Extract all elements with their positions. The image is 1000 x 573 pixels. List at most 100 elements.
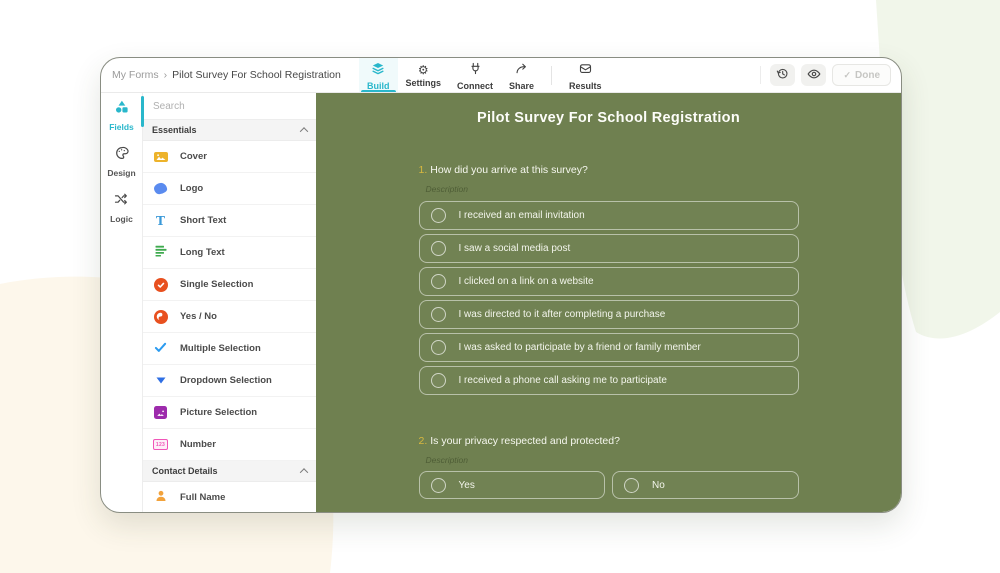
form-title[interactable]: Pilot Survey For School Registration bbox=[477, 110, 740, 126]
check-icon: ✓ bbox=[843, 69, 851, 80]
window-body: Fields Design bbox=[101, 93, 901, 512]
option-phone-call[interactable]: I received a phone call asking me to par… bbox=[418, 366, 799, 395]
tab-share-label: Share bbox=[509, 80, 535, 91]
rail-item-fields[interactable]: Fields bbox=[109, 100, 134, 132]
actions-divider bbox=[760, 66, 762, 84]
radio-icon[interactable] bbox=[430, 307, 446, 322]
section-essentials[interactable]: Essentials bbox=[143, 120, 316, 141]
inbox-icon bbox=[579, 62, 592, 80]
field-item-cover[interactable]: Cover bbox=[143, 141, 316, 173]
tab-connect-label: Connect bbox=[457, 80, 494, 91]
breadcrumb-current-form: Pilot Survey For School Registration bbox=[172, 69, 341, 81]
field-item-dropdown-selection[interactable]: Dropdown Selection bbox=[143, 365, 316, 397]
yes-no-icon bbox=[153, 309, 168, 324]
left-rail: Fields Design bbox=[101, 93, 144, 512]
main-tabs: Build ⚙ Settings Connect bbox=[359, 58, 610, 92]
option-social-media-post[interactable]: I saw a social media post bbox=[418, 234, 799, 263]
question-1-options: I received an email invitation I saw a s… bbox=[418, 201, 799, 395]
number-icon: 123 bbox=[153, 439, 168, 450]
field-item-long-text[interactable]: Long Text bbox=[143, 237, 316, 269]
field-item-logo[interactable]: Logo bbox=[143, 173, 316, 205]
tab-results-label: Results bbox=[569, 80, 602, 91]
question-1-number: 1. bbox=[418, 164, 428, 176]
option-yes[interactable]: Yes bbox=[418, 471, 605, 499]
history-undo-icon bbox=[776, 67, 789, 83]
tab-settings[interactable]: ⚙ Settings bbox=[398, 58, 450, 92]
chevron-up-icon bbox=[299, 127, 309, 136]
radio-icon[interactable] bbox=[624, 477, 639, 493]
radio-icon[interactable] bbox=[430, 274, 446, 289]
option-friend-or-family[interactable]: I was asked to participate by a friend o… bbox=[418, 333, 799, 362]
option-email-invitation[interactable]: I received an email invitation bbox=[418, 201, 799, 230]
active-tab-underline bbox=[361, 89, 396, 92]
form-canvas: Pilot Survey For School Registration 1. H… bbox=[316, 93, 901, 512]
option-link-on-website[interactable]: I clicked on a link on a website bbox=[418, 267, 799, 296]
question-2-options: Yes No bbox=[418, 471, 799, 499]
rail-logic-label: Logic bbox=[110, 214, 133, 224]
form-content: 1. How did you arrive at this survey? Des… bbox=[418, 164, 799, 499]
chevron-up-icon bbox=[299, 468, 309, 477]
field-item-single-selection[interactable]: Single Selection bbox=[143, 269, 316, 301]
radio-icon[interactable] bbox=[430, 340, 446, 355]
app-window: My Forms › Pilot Survey For School Regis… bbox=[100, 57, 902, 513]
question-1-text: How did you arrive at this survey? bbox=[430, 164, 588, 176]
search-input[interactable] bbox=[143, 100, 316, 112]
tab-connect[interactable]: Connect bbox=[449, 58, 501, 92]
short-text-icon: T bbox=[156, 213, 165, 228]
tab-share[interactable]: Share bbox=[501, 58, 542, 92]
breadcrumb-my-forms[interactable]: My Forms bbox=[112, 69, 159, 81]
field-item-yes-no[interactable]: Yes / No bbox=[143, 301, 316, 333]
tabs-divider bbox=[551, 65, 553, 85]
radio-icon[interactable] bbox=[430, 477, 446, 493]
field-item-picture-selection[interactable]: Picture Selection bbox=[143, 397, 316, 429]
preview-button[interactable] bbox=[801, 64, 827, 86]
option-no[interactable]: No bbox=[612, 471, 799, 499]
fields-panel: Essentials Cover Logo T Short Text bbox=[143, 93, 316, 512]
section-contact-details[interactable]: Contact Details bbox=[143, 461, 316, 482]
question-1-description[interactable]: Description bbox=[425, 184, 469, 194]
done-button-label: Done bbox=[855, 69, 880, 81]
field-item-number[interactable]: 123 Number bbox=[143, 429, 316, 461]
search-row bbox=[143, 93, 316, 120]
breadcrumb-separator: › bbox=[163, 69, 168, 81]
multiple-selection-icon bbox=[154, 340, 167, 358]
rail-item-logic[interactable]: Logic bbox=[110, 192, 133, 224]
rail-item-design[interactable]: Design bbox=[107, 146, 136, 178]
bg-blob-green bbox=[876, 0, 1000, 339]
radio-icon[interactable] bbox=[430, 373, 446, 388]
tab-build[interactable]: Build bbox=[359, 58, 398, 92]
question-1-label[interactable]: 1. How did you arrive at this survey? bbox=[419, 164, 799, 176]
done-button[interactable]: ✓ Done bbox=[832, 64, 891, 86]
radio-icon[interactable] bbox=[430, 241, 446, 256]
rail-fields-label: Fields bbox=[109, 122, 134, 132]
shapes-icon bbox=[115, 100, 129, 119]
layers-icon bbox=[371, 62, 385, 80]
tab-build-label: Build bbox=[367, 80, 390, 91]
active-rail-indicator bbox=[141, 96, 144, 127]
share-arrow-icon bbox=[515, 62, 528, 80]
eye-icon bbox=[807, 68, 821, 83]
question-2-number: 2. bbox=[418, 435, 428, 447]
history-button[interactable] bbox=[770, 64, 796, 86]
question-2-description[interactable]: Description bbox=[425, 455, 469, 465]
plug-icon bbox=[469, 62, 482, 80]
topbar: My Forms › Pilot Survey For School Regis… bbox=[101, 58, 901, 93]
tab-settings-label: Settings bbox=[405, 78, 442, 88]
question-2-label[interactable]: 2. Is your privacy respected and protecte… bbox=[419, 435, 799, 447]
radio-icon[interactable] bbox=[430, 208, 446, 223]
picture-selection-icon bbox=[154, 406, 167, 419]
breadcrumb: My Forms › Pilot Survey For School Regis… bbox=[101, 69, 341, 81]
single-selection-icon bbox=[153, 277, 168, 292]
option-after-purchase[interactable]: I was directed to it after completing a … bbox=[418, 300, 799, 329]
palette-icon bbox=[115, 146, 129, 165]
field-item-multiple-selection[interactable]: Multiple Selection bbox=[143, 333, 316, 365]
question-2-text: Is your privacy respected and protected? bbox=[430, 435, 620, 447]
logo-blob-icon bbox=[153, 182, 168, 195]
section-contact-details-label: Contact Details bbox=[152, 466, 218, 476]
field-item-short-text[interactable]: T Short Text bbox=[143, 205, 316, 237]
tab-results[interactable]: Results bbox=[561, 58, 610, 92]
shuffle-icon bbox=[114, 192, 128, 211]
field-item-full-name[interactable]: Full Name bbox=[143, 482, 316, 512]
section-essentials-label: Essentials bbox=[152, 125, 197, 135]
